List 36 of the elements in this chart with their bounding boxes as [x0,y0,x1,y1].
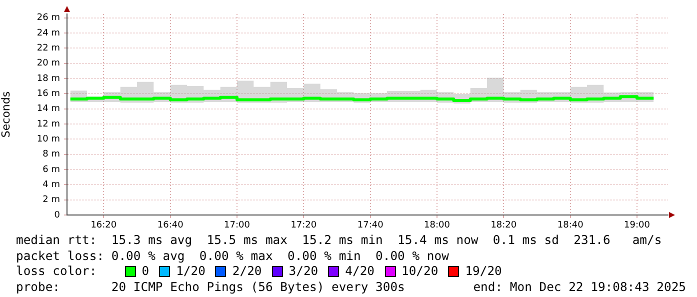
y-tick-label: 10 m [36,134,60,144]
y-tick-label: 20 m [36,58,60,69]
legend-label: 1/20 [176,264,206,280]
y-tick-label: 4 m [42,180,60,190]
text: probe: 20 ICMP Echo Pings (56 Bytes) every 300s [16,280,405,296]
text: loss color: [16,264,97,280]
legend-label: 19/20 [465,264,502,280]
y-axis-title: Seconds [0,91,12,138]
x-tick-label: 19:00 [624,220,650,231]
legend-label: 2/20 [232,264,262,280]
legend-label: 0 [142,264,150,280]
x-tick-label: 17:40 [357,220,384,231]
y-tick-label: 18 m [36,74,60,84]
y-tick-label: 2 m [42,195,60,206]
y-tick-label: 0 [54,210,60,220]
y-tick-label: 22 m [36,43,60,54]
legend-label: 10/20 [402,264,438,280]
x-tick-label: 16:20 [90,220,117,231]
x-tick-label: 18:00 [424,220,450,231]
legend-label: 3/20 [288,264,318,280]
legend-label: 4/20 [345,264,374,280]
x-tick-label: 16:40 [157,220,184,231]
text: packet loss: 0.00 % avg 0.00 % max 0.00 % min 0.00 % now [16,248,450,264]
x-tick-label: 17:20 [290,220,317,231]
y-tick-label: 6 m [42,164,60,175]
x-tick-label: 17:00 [224,220,250,231]
x-tick-label: 18:40 [557,220,584,231]
y-tick-label: 12 m [36,119,60,130]
text: end: Mon Dec 22 19:08:43 2025 [473,280,686,296]
y-tick-label: 14 m [36,104,60,114]
y-tick-label: 8 m [42,150,60,160]
y-tick-label: 26 m [36,13,60,24]
y-tick-label: 24 m [36,28,60,38]
text: median rtt: 15.3 ms avg 15.5 ms max 15.2 ms min 15.4 ms now 0.1 ms sd 231.6 am/s [16,233,663,249]
x-tick-label: 18:20 [490,220,517,231]
y-tick-label: 16 m [36,88,60,99]
